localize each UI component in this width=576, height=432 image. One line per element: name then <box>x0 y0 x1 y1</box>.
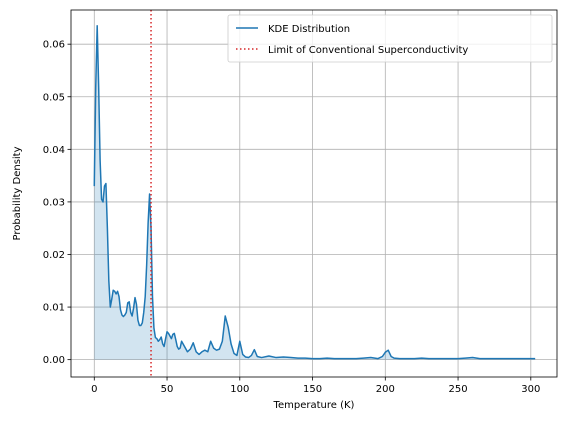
x-tick-label: 300 <box>521 384 540 395</box>
y-tick-label: 0.05 <box>43 92 65 103</box>
legend-label-kde: KDE Distribution <box>268 24 350 35</box>
y-tick-label: 0.06 <box>43 40 65 51</box>
kde-line <box>93 25 536 360</box>
kde-area-fill <box>94 25 536 360</box>
x-tick-label: 50 <box>161 384 174 395</box>
legend-label-limit: Limit of Conventional Superconductivity <box>268 45 468 56</box>
plot-frame <box>70 9 558 378</box>
y-tick-label: 0.02 <box>43 250 65 261</box>
x-axis-label: Temperature (K) <box>273 400 355 411</box>
y-tick-label: 0.03 <box>43 197 65 208</box>
y-tick-label: 0.01 <box>43 303 65 314</box>
legend-box <box>227 14 553 63</box>
x-tick-label: 0 <box>91 384 97 395</box>
x-tick-label: 150 <box>303 384 322 395</box>
y-axis-label: Probability Density <box>12 146 23 240</box>
x-tick-label: 250 <box>449 384 468 395</box>
y-tick-label: 0.00 <box>43 355 65 366</box>
x-tick-label: 100 <box>230 384 249 395</box>
ticks: 0 50 100 150 200 250 300 0.00 0.01 0.02 0.03 0.04 0.… <box>43 40 541 395</box>
legend: KDE Distribution Limit of Conventional S… <box>227 14 553 63</box>
series-layer <box>93 10 536 377</box>
y-tick-label: 0.04 <box>43 145 65 156</box>
x-tick-label: 200 <box>376 384 395 395</box>
